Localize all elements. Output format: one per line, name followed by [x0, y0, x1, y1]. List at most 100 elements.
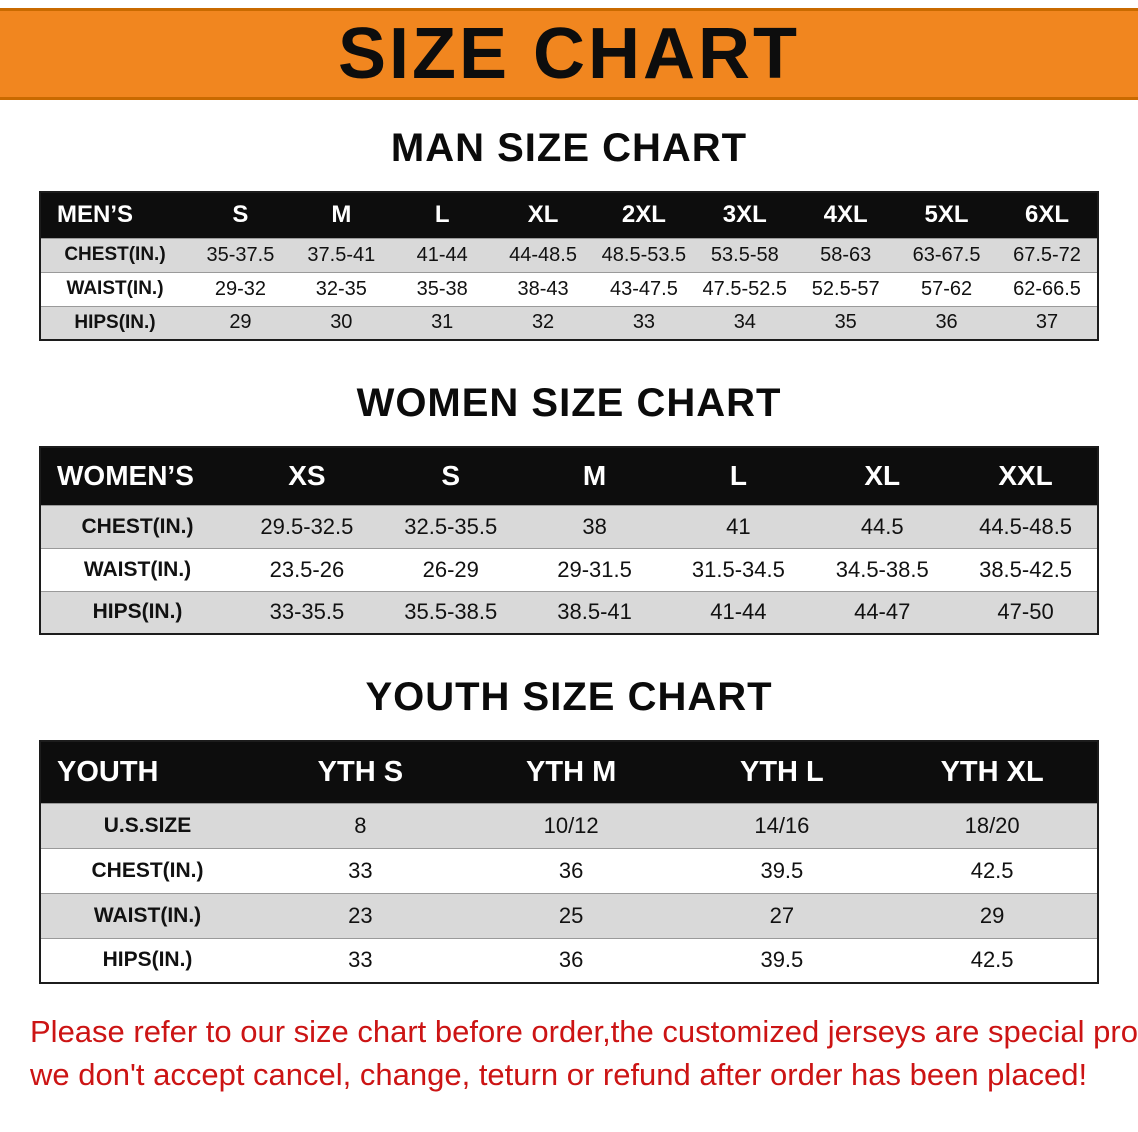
table-row: CHEST(IN.) 29.5-32.5 32.5-35.5 38 41 44.5 44.5…	[40, 504, 1098, 548]
disclaimer-line-1: Please refer to our size chart before or…	[30, 1014, 1138, 1049]
disclaimer-text: Please refer to our size chart before or…	[30, 1010, 1138, 1097]
table-cell: 29.5-32.5	[235, 504, 379, 548]
table-cell: 29-32	[190, 271, 291, 306]
table-cell: 37	[997, 305, 1098, 340]
table-cell: 47.5-52.5	[694, 271, 796, 306]
table-cell: 44.5-48.5	[954, 504, 1098, 548]
column-header: 3XL	[694, 192, 796, 238]
size-chart-banner: SIZE CHART	[0, 8, 1138, 100]
column-header: 5XL	[896, 192, 997, 238]
table-cell: 29	[190, 305, 291, 340]
table-cell: 33-35.5	[235, 590, 379, 634]
table-cell: 48.5-53.5	[593, 237, 695, 272]
table-cell: 35-38	[391, 271, 493, 306]
table-cell: 44.5	[810, 504, 955, 548]
table-cell: 36	[465, 847, 677, 893]
table-cell: 31	[391, 305, 493, 340]
column-header: 4XL	[795, 192, 897, 238]
table-cell: 33	[255, 937, 466, 983]
table-cell: 38	[522, 504, 667, 548]
table-cell: 41-44	[391, 237, 493, 272]
table-row: WAIST(IN.) 29-32 32-35 35-38 38-43 43-47.5 47.…	[40, 271, 1098, 306]
table-cell: 36	[896, 305, 997, 340]
column-header: 2XL	[593, 192, 695, 238]
table-cell: 31.5-34.5	[666, 547, 811, 591]
table-cell: 30	[290, 305, 392, 340]
table-cell: 34	[694, 305, 796, 340]
column-header: YTH M	[465, 741, 677, 803]
table-corner-label: YOUTH	[40, 741, 255, 803]
table-cell: 10/12	[465, 802, 677, 848]
table-row: CHEST(IN.) 35-37.5 37.5-41 41-44 44-48.5 48.5…	[40, 237, 1098, 272]
table-cell: 44-48.5	[492, 237, 594, 272]
table-header-row: YOUTH YTH S YTH M YTH L YTH XL	[40, 741, 1098, 803]
table-row: HIPS(IN.) 29 30 31 32 33 34 35 36 37	[40, 305, 1098, 340]
table-cell: 63-67.5	[896, 237, 997, 272]
row-label: HIPS(IN.)	[40, 305, 190, 340]
table-cell: 32-35	[290, 271, 392, 306]
table-cell: 33	[255, 847, 466, 893]
table-cell: 33	[593, 305, 695, 340]
table-row: HIPS(IN.) 33 36 39.5 42.5	[40, 937, 1098, 983]
table-cell: 18/20	[887, 802, 1098, 848]
row-label: WAIST(IN.)	[40, 271, 190, 306]
table-cell: 35-37.5	[190, 237, 291, 272]
table-header-row: MEN’S S M L XL 2XL 3XL 4XL 5XL 6XL	[40, 192, 1098, 238]
table-cell: 57-62	[896, 271, 997, 306]
column-header: XL	[810, 447, 955, 505]
table-cell: 37.5-41	[290, 237, 392, 272]
table-cell: 29-31.5	[522, 547, 667, 591]
column-header: S	[190, 192, 291, 238]
column-header: YTH S	[255, 741, 466, 803]
table-cell: 42.5	[887, 847, 1098, 893]
column-header: L	[666, 447, 811, 505]
table-cell: 52.5-57	[795, 271, 897, 306]
table-cell: 26-29	[378, 547, 523, 591]
table-cell: 25	[465, 892, 677, 938]
table-row: WAIST(IN.) 23.5-26 26-29 29-31.5 31.5-34.5 34…	[40, 547, 1098, 591]
table-cell: 67.5-72	[997, 237, 1098, 272]
table-row: HIPS(IN.) 33-35.5 35.5-38.5 38.5-41 41-44 44-…	[40, 590, 1098, 634]
table-cell: 36	[465, 937, 677, 983]
table-cell: 53.5-58	[694, 237, 796, 272]
column-header: L	[391, 192, 493, 238]
row-label: WAIST(IN.)	[40, 547, 235, 591]
table-cell: 34.5-38.5	[810, 547, 955, 591]
table-cell: 32	[492, 305, 594, 340]
table-cell: 39.5	[676, 847, 888, 893]
row-label: HIPS(IN.)	[40, 937, 255, 983]
column-header: 6XL	[997, 192, 1098, 238]
table-cell: 44-47	[810, 590, 955, 634]
table-cell: 42.5	[887, 937, 1098, 983]
row-label: HIPS(IN.)	[40, 590, 235, 634]
table-cell: 58-63	[795, 237, 897, 272]
youth-size-table: YOUTH YTH S YTH M YTH L YTH XL U.S.SIZE 8 10/12…	[39, 740, 1099, 984]
table-cell: 14/16	[676, 802, 888, 848]
table-cell: 35	[795, 305, 897, 340]
men-section-title: MAN SIZE CHART	[390, 126, 748, 170]
table-cell: 38.5-42.5	[954, 547, 1098, 591]
column-header: XXL	[954, 447, 1098, 505]
column-header: YTH XL	[887, 741, 1098, 803]
column-header: M	[290, 192, 392, 238]
youth-section-title: YOUTH SIZE CHART	[365, 675, 773, 719]
table-row: U.S.SIZE 8 10/12 14/16 18/20	[40, 802, 1098, 848]
women-size-table: WOMEN’S XS S M L XL XXL CHEST(IN.) 29.5-32.5 32.5…	[39, 446, 1099, 635]
table-cell: 8	[255, 802, 466, 848]
table-header-row: WOMEN’S XS S M L XL XXL	[40, 447, 1098, 505]
table-row: CHEST(IN.) 33 36 39.5 42.5	[40, 847, 1098, 893]
table-cell: 38.5-41	[522, 590, 667, 634]
table-cell: 43-47.5	[593, 271, 695, 306]
table-cell: 47-50	[954, 590, 1098, 634]
column-header: M	[522, 447, 667, 505]
column-header: XL	[492, 192, 594, 238]
table-row: WAIST(IN.) 23 25 27 29	[40, 892, 1098, 938]
column-header: S	[378, 447, 523, 505]
women-section-title: WOMEN SIZE CHART	[356, 381, 782, 425]
table-cell: 41	[666, 504, 811, 548]
disclaimer-line-2: we don't accept cancel, change, teturn o…	[30, 1057, 1088, 1093]
table-cell: 27	[676, 892, 888, 938]
table-cell: 39.5	[676, 937, 888, 983]
size-chart-title: SIZE CHART	[338, 14, 800, 94]
